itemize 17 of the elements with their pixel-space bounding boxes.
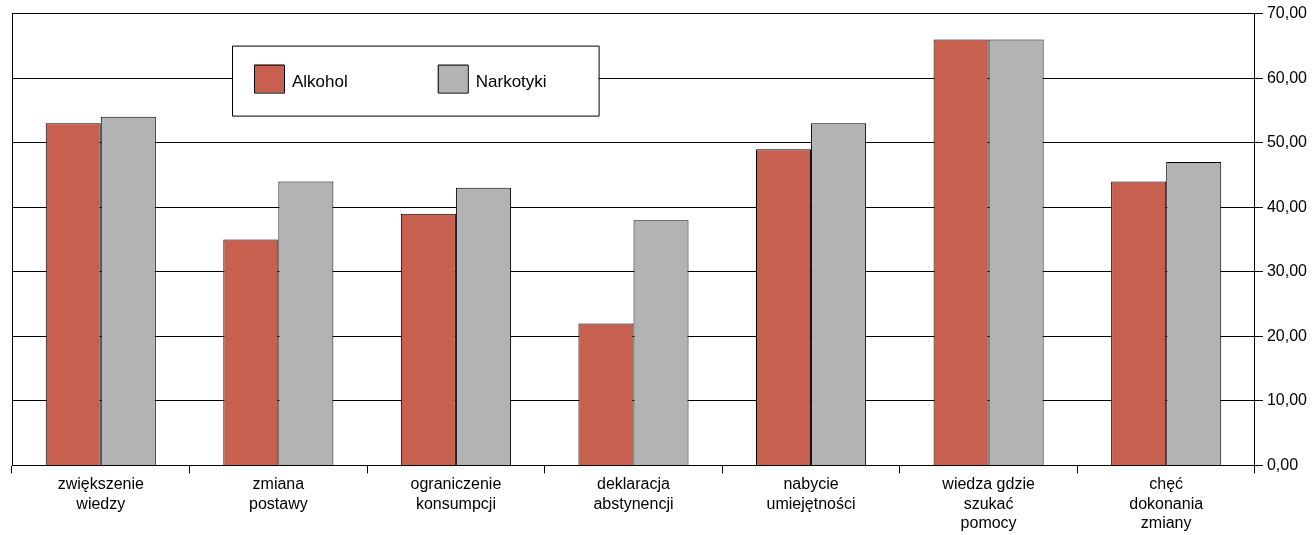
- x-tick-label: chęć dokonania zmiany: [1129, 475, 1204, 531]
- legend-label: Alkohol: [292, 72, 348, 92]
- y-tick-label: 0,00: [1266, 455, 1299, 473]
- x-tick-label: deklaracja abstynencji: [593, 475, 674, 512]
- y-tick-label: 70,00: [1266, 4, 1308, 22]
- x-tick-label: zmiana postawy: [249, 475, 308, 512]
- y-tick-label: 30,00: [1266, 262, 1308, 280]
- y-tick-label: 20,00: [1266, 326, 1308, 344]
- x-tick-label: zwiększenie wiedzy: [57, 475, 145, 512]
- x-tick-label: wiedza gdzie szukać pomocy: [941, 475, 1035, 531]
- y-tick-label: 40,00: [1266, 197, 1308, 215]
- y-tick-label: 50,00: [1266, 133, 1308, 151]
- x-tick-label: ograniczenie konsumpcji: [410, 475, 502, 512]
- legend-label: Narkotyki: [475, 72, 547, 92]
- x-tick-label: nabycie umiejętności: [766, 475, 856, 512]
- y-tick-label: 10,00: [1266, 391, 1308, 409]
- y-tick-label: 60,00: [1266, 68, 1308, 86]
